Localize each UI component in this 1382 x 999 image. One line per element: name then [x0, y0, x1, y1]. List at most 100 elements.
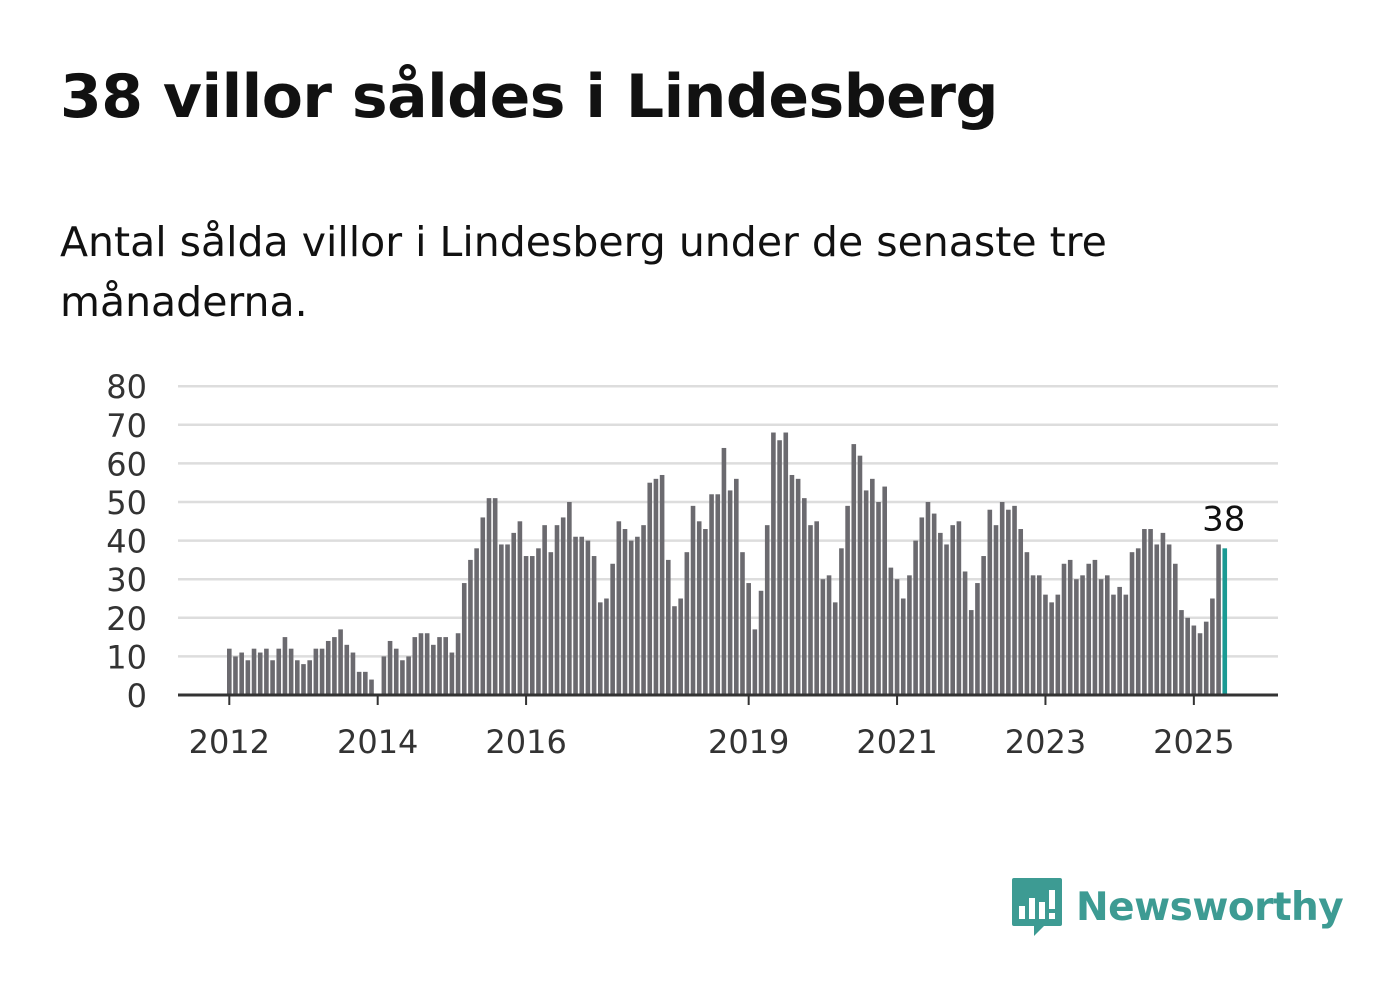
- bar: [313, 648, 319, 695]
- bar: [944, 544, 949, 695]
- bar: [900, 598, 906, 695]
- bar: [746, 583, 751, 695]
- bar: [795, 478, 801, 695]
- bar: [826, 575, 832, 695]
- bar: [987, 509, 993, 695]
- bar: [820, 579, 826, 695]
- bar: [981, 556, 986, 695]
- bar: [678, 598, 683, 695]
- bar: [938, 532, 943, 695]
- bar: [870, 478, 875, 695]
- bar: [387, 640, 393, 695]
- newsworthy-bar-chart-bubble-icon: [1012, 878, 1062, 936]
- bar: [418, 633, 424, 695]
- bar: [1006, 509, 1011, 695]
- bar: [350, 652, 356, 695]
- bar: [301, 664, 306, 695]
- bar: [264, 648, 269, 695]
- bar: [610, 563, 615, 695]
- bar: [672, 606, 677, 695]
- bar: [449, 652, 455, 695]
- bar: [505, 544, 510, 695]
- bar: [851, 444, 857, 695]
- bar: [536, 548, 541, 695]
- bar: [542, 525, 547, 695]
- bar: [325, 640, 331, 695]
- bar: [1173, 563, 1178, 695]
- bar: [709, 494, 714, 695]
- bar: [740, 552, 745, 695]
- y-tick-label: 10: [106, 638, 147, 676]
- bar: [703, 529, 708, 695]
- x-tick-label: 2014: [337, 723, 418, 761]
- chart-title: 38 villor såldes i Lindesberg: [60, 62, 998, 132]
- bar: [239, 652, 244, 695]
- bar: [999, 502, 1005, 695]
- bar: [307, 660, 312, 695]
- y-tick-label: 60: [106, 445, 147, 483]
- bar: [857, 455, 863, 695]
- bar: [925, 502, 931, 695]
- bar: [1129, 552, 1135, 695]
- bar: [950, 525, 956, 695]
- bar: [585, 540, 591, 695]
- bar: [511, 532, 517, 695]
- brand-logo: Newsworthy: [1010, 876, 1344, 938]
- bar: [653, 478, 659, 695]
- bar: [690, 505, 696, 695]
- bar: [956, 521, 962, 695]
- bar: [777, 440, 782, 695]
- y-tick-label: 70: [106, 407, 147, 445]
- bar: [1197, 633, 1203, 695]
- y-tick-label: 20: [106, 600, 147, 638]
- bar: [1061, 563, 1067, 695]
- highlight-bar: [1222, 548, 1228, 695]
- bar: [437, 637, 442, 695]
- bar: [888, 567, 894, 695]
- bar: [319, 648, 325, 695]
- highlight-value-label: 38: [1202, 499, 1245, 539]
- bar: [1203, 621, 1209, 695]
- bar: [1074, 579, 1079, 695]
- bar: [993, 525, 999, 695]
- bar: [517, 521, 523, 695]
- bar: [492, 498, 498, 695]
- bar: [443, 637, 448, 695]
- bar: [523, 556, 529, 695]
- bar: [412, 637, 418, 695]
- bar: [431, 644, 436, 695]
- bar: [424, 633, 430, 695]
- bar: [659, 474, 665, 695]
- bar: [1086, 563, 1092, 695]
- bar: [1030, 575, 1036, 695]
- bar: [597, 602, 603, 695]
- bar: [282, 637, 288, 695]
- bar: [727, 490, 733, 695]
- bar: [1098, 579, 1104, 695]
- bar: [257, 652, 263, 695]
- bar: [876, 502, 881, 695]
- bar: [894, 579, 900, 695]
- bar: [499, 544, 504, 695]
- bar: [344, 644, 350, 695]
- bar: [1148, 529, 1153, 695]
- bar: [1024, 552, 1030, 695]
- bar: [480, 517, 486, 695]
- bar: [474, 548, 479, 695]
- bar: [715, 494, 721, 695]
- x-tick-label: 2023: [1005, 723, 1086, 761]
- bar: [233, 656, 238, 695]
- bar: [789, 474, 795, 695]
- bar: [548, 552, 554, 695]
- bar: [1142, 529, 1147, 695]
- bar: [647, 482, 653, 695]
- bar: [696, 521, 702, 695]
- bar: [635, 536, 640, 695]
- bar: [332, 637, 337, 695]
- y-tick-label: 30: [106, 561, 147, 599]
- bar: [845, 505, 850, 695]
- bar: [554, 525, 560, 695]
- bar: [567, 502, 572, 695]
- bar: [1216, 544, 1221, 695]
